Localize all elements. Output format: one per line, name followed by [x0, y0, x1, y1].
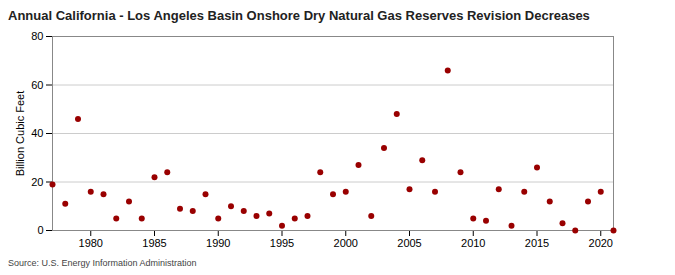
- svg-text:1985: 1985: [142, 237, 166, 249]
- svg-text:20: 20: [31, 176, 43, 188]
- svg-text:80: 80: [31, 30, 43, 42]
- svg-text:Billion Cubic Feet: Billion Cubic Feet: [14, 91, 26, 177]
- svg-text:2005: 2005: [397, 237, 421, 249]
- svg-text:60: 60: [31, 79, 43, 91]
- svg-text:2000: 2000: [334, 237, 358, 249]
- svg-text:0: 0: [37, 224, 43, 236]
- html-text:Annual California - Los Angele: Annual California - Los Angeles Basin On…: [8, 8, 590, 23]
- html-text:Source: U.S. Energy Informatio: Source: U.S. Energy Information Administ…: [8, 258, 197, 268]
- svg-text:2015: 2015: [525, 237, 549, 249]
- svg-text:1990: 1990: [206, 237, 230, 249]
- svg-text:40: 40: [31, 127, 43, 139]
- svg-text:2020: 2020: [589, 237, 613, 249]
- svg-text:1995: 1995: [270, 237, 294, 249]
- svg-text:2010: 2010: [461, 237, 485, 249]
- svg-text:1980: 1980: [79, 237, 103, 249]
